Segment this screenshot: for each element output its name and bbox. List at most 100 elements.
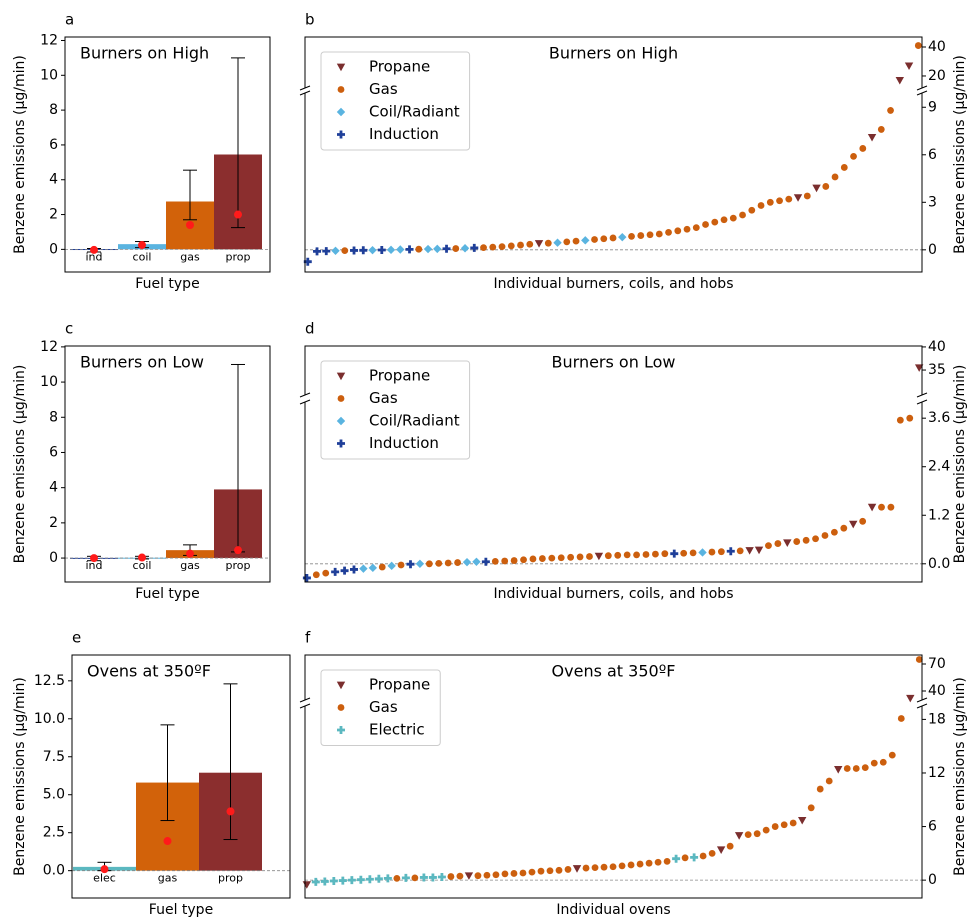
point (771, 823, 779, 830)
point (529, 555, 537, 563)
category-label: gas (158, 872, 178, 885)
point (744, 831, 752, 838)
point (783, 539, 792, 547)
series (311, 853, 699, 886)
point (776, 197, 783, 205)
point (534, 240, 544, 248)
legend-marker (337, 726, 345, 734)
point (654, 858, 662, 866)
point (646, 231, 654, 239)
legend-text: Electric (369, 721, 425, 739)
point (374, 874, 383, 883)
series (393, 656, 923, 882)
point (665, 228, 672, 236)
point (322, 569, 330, 577)
point (564, 866, 572, 873)
point (501, 557, 509, 565)
point (716, 846, 726, 854)
axis-break-gap (303, 700, 307, 706)
legend-text: Gas (369, 80, 398, 98)
axis-break-mark (916, 85, 928, 91)
point (437, 873, 446, 882)
point (428, 873, 437, 882)
point (906, 694, 915, 703)
y2-tick-label: 0 (928, 242, 937, 258)
point (914, 364, 924, 372)
point (510, 557, 518, 564)
point (766, 198, 774, 206)
point (877, 126, 885, 133)
median-dot (163, 837, 172, 846)
point (816, 785, 824, 793)
y-tick-label: 6 (49, 137, 58, 153)
category-label: elec (93, 872, 116, 885)
y-tick-label: 12 (40, 339, 58, 355)
plot-frame (71, 654, 291, 899)
median-dot (100, 865, 109, 874)
legend-text: Coil/Radiant (369, 103, 460, 121)
point (591, 864, 599, 872)
point (825, 777, 833, 785)
point (359, 564, 368, 573)
point (567, 553, 575, 561)
point (692, 224, 700, 232)
point (393, 874, 401, 882)
point (683, 225, 691, 233)
point (553, 238, 562, 247)
point (762, 826, 770, 834)
y-tick-label: 8 (49, 102, 58, 118)
point (520, 556, 527, 564)
point (406, 560, 415, 569)
axis-break-mark (299, 85, 311, 91)
point (464, 872, 474, 880)
panel-letter: b (305, 11, 315, 29)
legend: Propane Gas Coil/Radiant Induction (320, 360, 471, 460)
x-axis-label: Individual ovens (556, 902, 670, 918)
y-tick-label: 4 (49, 480, 58, 496)
point (572, 237, 580, 245)
median-dot (186, 221, 194, 229)
x-axis-label: Individual burners, coils, and hobs (494, 586, 734, 602)
legend-marker (336, 63, 346, 72)
point (489, 243, 497, 251)
point (895, 76, 904, 85)
x-axis-label: Individual burners, coils, and hobs (494, 276, 734, 292)
point (618, 862, 626, 870)
y-tick-label: 10.0 (34, 711, 65, 727)
category-label: coil (133, 250, 152, 263)
axis-break-mark (916, 399, 928, 405)
point (341, 247, 349, 255)
point (822, 183, 830, 190)
point (582, 864, 590, 872)
point (861, 764, 869, 772)
category-label: ind (85, 559, 102, 572)
point (904, 62, 914, 71)
point (462, 557, 472, 567)
legend-text: Propane (369, 58, 430, 76)
point (859, 517, 867, 525)
point (442, 244, 451, 253)
legend-marker (336, 372, 346, 381)
y-tick-label: 2 (49, 207, 58, 223)
point (492, 871, 500, 879)
point (604, 552, 612, 560)
point (774, 540, 782, 547)
point (555, 866, 563, 874)
point (387, 561, 396, 571)
series (302, 547, 735, 582)
error-bar (231, 57, 245, 229)
point (349, 565, 358, 574)
y2-tick-label: 40 (928, 339, 946, 355)
error-bar (160, 724, 175, 822)
point (663, 857, 671, 865)
point (491, 557, 499, 565)
y2-tick-label: 0.0 (928, 556, 950, 572)
point (785, 195, 793, 203)
y-tick-label: 12 (40, 32, 58, 48)
point (867, 133, 877, 142)
median-dot (90, 245, 98, 254)
y-tick-label: 0 (49, 241, 58, 257)
axis-break-mark (916, 90, 928, 96)
category-label: ind (85, 250, 102, 263)
point (780, 821, 788, 829)
